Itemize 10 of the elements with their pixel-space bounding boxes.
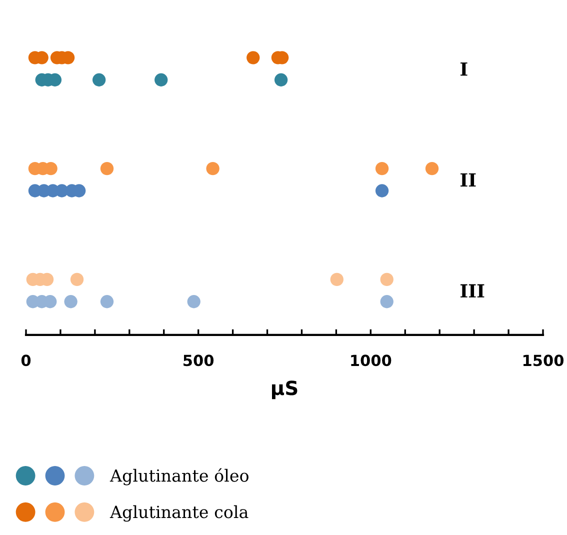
x-tick-label: 0 [21,354,31,366]
x-tick-label: 1500 [523,354,564,366]
x-tick-label: 1000 [351,354,392,366]
x-axis-title: μS [272,380,298,400]
legend-label: Aglutinante óleo [110,468,248,486]
x-tick-label: 500 [184,354,214,366]
y-tick-label: II [460,173,476,187]
legend-label: Aglutinante cola [110,505,248,522]
y-tick-label: III [460,284,484,298]
y-tick-label: I [460,62,468,76]
